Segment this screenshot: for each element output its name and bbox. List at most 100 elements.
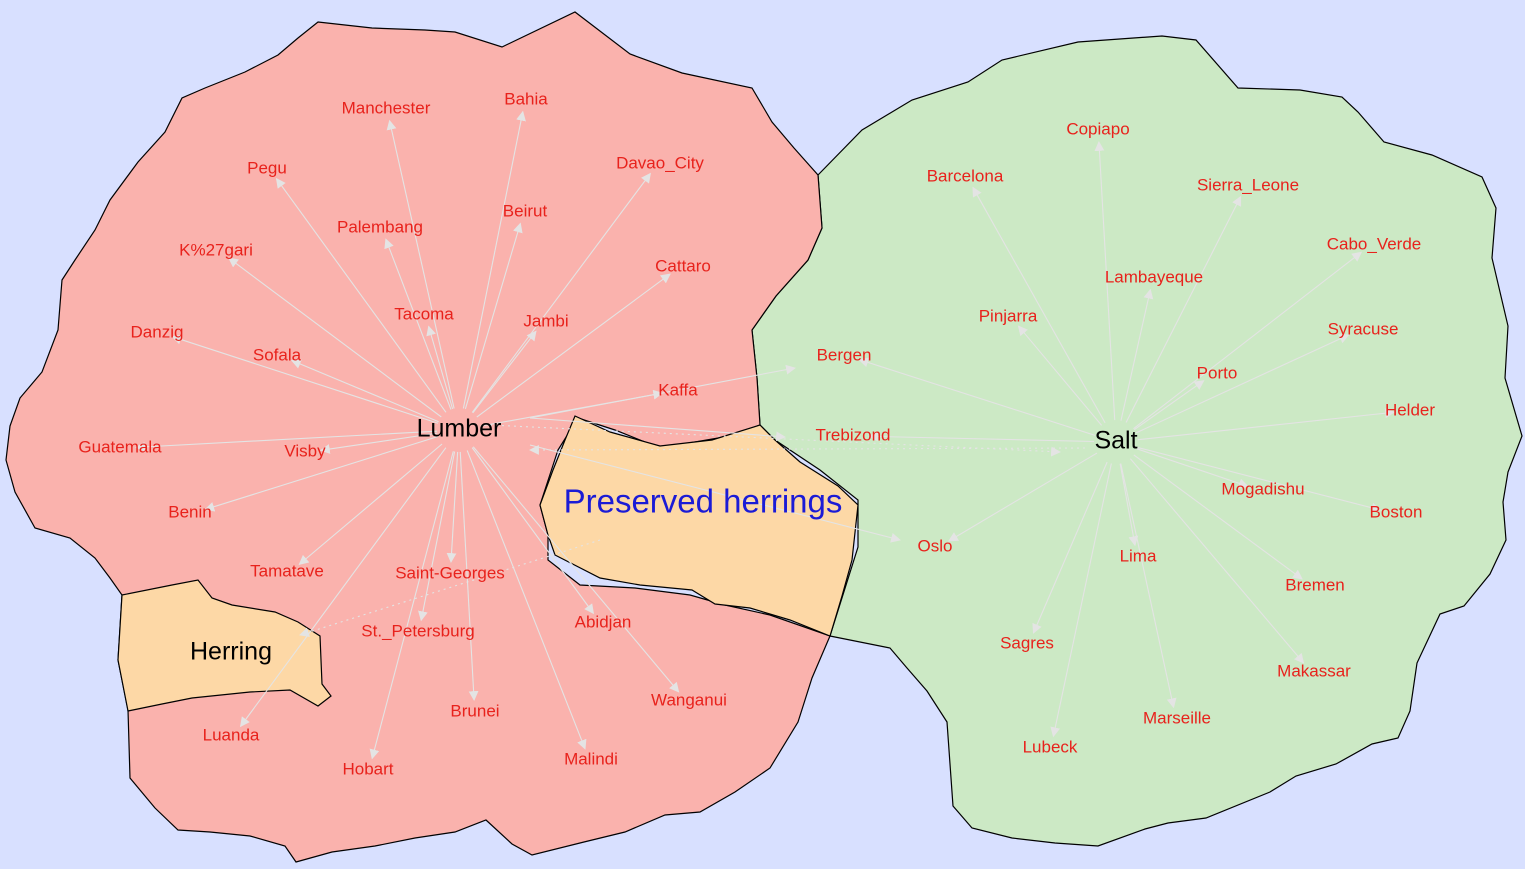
lumber-edge [471, 172, 651, 413]
edge-layer [134, 110, 1396, 760]
salt-city-label: Bremen [1285, 575, 1345, 594]
region-label-lumber: Lumber [417, 415, 502, 443]
lumber-city-label: Jambi [523, 311, 568, 330]
salt-edge [1050, 463, 1112, 738]
lumber-city-label: Brunei [450, 701, 499, 720]
salt-edge [1137, 408, 1396, 441]
lumber-city-label: Danzig [131, 322, 184, 341]
lumber-city-label: Luanda [203, 725, 260, 744]
herring-region [117, 579, 332, 712]
lumber-edge [290, 359, 439, 423]
salt-city-label: Syracuse [1328, 319, 1399, 338]
salt-edge [1133, 454, 1303, 580]
salt-region [751, 35, 1523, 847]
lumber-edge [426, 325, 454, 410]
lumber-city-label: Tamatave [250, 561, 324, 580]
lumber-edge [464, 222, 523, 410]
lumber-edge [171, 334, 439, 424]
lumber-city-label: Palembang [337, 217, 423, 236]
salt-city-label: Trebizond [816, 425, 891, 444]
lumber-edge [446, 451, 459, 564]
salt-city-label: Barcelona [927, 166, 1004, 185]
lumber-city-label: Sofala [253, 345, 302, 364]
region-label-salt: Salt [1094, 427, 1137, 455]
salt-city-label: Lubeck [1023, 737, 1078, 756]
salt-city-label: Lambayeque [1105, 267, 1203, 286]
lumber-edge [462, 110, 526, 409]
salt-city-label: Copiapo [1066, 119, 1129, 138]
label-layer: Lumber Salt Herring Preserved herrings M… [78, 89, 1435, 778]
region-label-herring: Herring [190, 638, 272, 666]
salt-edge [1032, 461, 1108, 634]
lumber-trebizond-edge [529, 417, 786, 442]
lumber-city-label: Bahia [504, 89, 548, 108]
lumber-city-label: Manchester [342, 98, 431, 117]
salt-edge [1094, 140, 1116, 421]
lumber-edge [228, 257, 442, 418]
lumber-edge [466, 450, 587, 750]
salt-city-label: Lima [1120, 546, 1157, 565]
salt-edge [1135, 334, 1350, 434]
salt-lumber-edge [529, 445, 1086, 455]
salt-edge [1137, 446, 1382, 513]
lumber-edge [459, 451, 479, 702]
lumber-edge [204, 435, 439, 512]
lumber-bergen-edge [529, 364, 796, 419]
lumber-edge [319, 432, 438, 454]
lumber-city-label: Malindi [564, 749, 618, 768]
salt-city-label: Sagres [1000, 633, 1054, 652]
salt-city-label: Sierra_Leone [1197, 175, 1299, 194]
salt-edge [1133, 380, 1205, 431]
lumber-city-label: Wanganui [651, 690, 727, 709]
salt-city-label: Bergen [817, 345, 872, 364]
lumber-city-label: Guatemala [78, 437, 162, 456]
lumber-city-label: Saint-Georges [395, 563, 505, 582]
lumber-city-label: Beirut [503, 201, 548, 220]
salt-edge [972, 186, 1106, 424]
salt-city-label: Porto [1197, 363, 1238, 382]
salt-city-label: Makassar [1277, 661, 1351, 680]
lumber-city-label: Tacoma [394, 304, 454, 323]
lumber-city-label: Pegu [247, 158, 287, 177]
salt-edge [947, 452, 1098, 542]
lumber-edge [134, 430, 438, 452]
lumber-city-label: K%27gari [179, 240, 253, 259]
salt-city-label: Mogadishu [1221, 479, 1304, 498]
lumber-city-label: Benin [168, 502, 211, 521]
lumber-edge [386, 119, 455, 409]
salt-edge [1120, 463, 1177, 709]
lumber-edge [384, 238, 452, 410]
region-label-preserved-herrings: Preserved herrings [564, 483, 843, 520]
lumber-city-label: Hobart [342, 759, 393, 778]
lumber-city-label: St._Petersburg [361, 621, 474, 640]
salt-city-label: Cabo_Verde [1327, 234, 1422, 253]
lumber-oslo-edge [529, 444, 901, 543]
preserved-herrings-region [539, 415, 859, 637]
lumber-city-label: Davao_City [616, 153, 704, 172]
lumber-city-label: Kaffa [658, 380, 698, 399]
lumber-city-label: Cattaro [655, 256, 711, 275]
lumber-edge [369, 451, 454, 760]
salt-edge [1133, 251, 1363, 430]
lumber-edge [239, 447, 447, 728]
lumber-edge [418, 451, 456, 622]
salt-city-label: Pinjarra [979, 306, 1038, 325]
lumber-edge [298, 443, 443, 565]
preserved-herring-edge [299, 539, 601, 638]
lumber-city-label: Abidjan [575, 612, 632, 631]
salt-edge [1125, 195, 1242, 423]
lumber-edge [476, 273, 671, 418]
lumber-edge [472, 446, 680, 693]
lumber-edge [275, 177, 447, 413]
lumber-city-label: Visby [284, 441, 326, 460]
lumber-edge [471, 447, 595, 615]
salt-edge [1129, 458, 1305, 664]
salt-edge [868, 431, 1095, 443]
salt-edge [1136, 448, 1249, 489]
salt-edge [858, 357, 1096, 436]
salt-city-label: Marseille [1143, 708, 1211, 727]
salt-edge [1017, 325, 1103, 426]
salt-edge [1120, 288, 1154, 421]
salt-city-label: Boston [1370, 502, 1423, 521]
